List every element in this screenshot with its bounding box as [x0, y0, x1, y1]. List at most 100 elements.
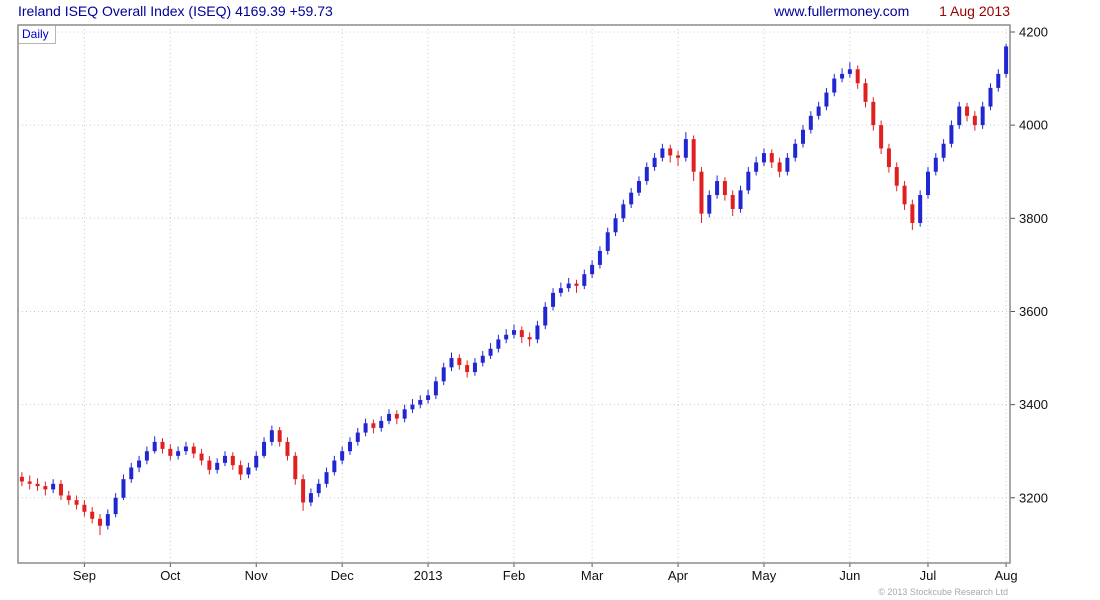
candle-body — [707, 195, 712, 214]
candle-body — [355, 432, 360, 442]
candle-body — [551, 292, 556, 307]
candle-body — [777, 162, 782, 172]
x-tick-label: Feb — [503, 568, 525, 583]
candle-body — [168, 448, 173, 456]
plot-frame — [17, 24, 1011, 564]
candle-body — [199, 453, 204, 461]
candle-body — [925, 171, 930, 196]
x-tick-label: May — [752, 568, 777, 583]
candle-body — [160, 441, 165, 449]
candle-body — [176, 451, 181, 456]
candle-body — [129, 467, 134, 480]
date-label: 1 Aug 2013 — [939, 3, 1010, 19]
candle-body — [597, 250, 602, 265]
candle-body — [472, 362, 477, 373]
candle-body — [105, 514, 110, 526]
candle-body — [644, 167, 649, 182]
x-tick-label: Mar — [581, 568, 604, 583]
candle-body — [144, 451, 149, 461]
candle-body — [90, 511, 95, 519]
candle-body — [254, 455, 259, 468]
chart-title: Ireland ISEQ Overall Index (ISEQ) 4169.3… — [18, 3, 333, 19]
candle-body — [293, 455, 298, 480]
candle-body — [629, 192, 634, 205]
candle-body — [668, 148, 673, 156]
x-tick-label: Jun — [839, 568, 860, 583]
candle-body — [379, 420, 384, 428]
candle-body — [746, 171, 751, 191]
candle-body — [35, 483, 40, 487]
x-tick-label: Dec — [331, 568, 355, 583]
candle-body — [19, 476, 24, 482]
x-tick-label: Apr — [668, 568, 689, 583]
candle-body — [480, 355, 485, 363]
candle-body — [754, 162, 759, 172]
candle-body — [918, 195, 923, 223]
candle-body — [676, 155, 681, 158]
candle-body — [691, 139, 696, 172]
candle-body — [285, 441, 290, 456]
website-link[interactable]: www.fullermoney.com — [774, 3, 910, 19]
candle-body — [863, 83, 868, 102]
candle-body — [347, 441, 352, 452]
candle-body — [988, 87, 993, 107]
candle-body — [543, 306, 548, 326]
candle-body — [941, 143, 946, 158]
candle-body — [363, 423, 368, 433]
candle-body — [277, 430, 282, 442]
header-right: www.fullermoney.com 1 Aug 2013 — [774, 3, 1010, 19]
candle-body — [1004, 46, 1009, 74]
candle-body — [535, 325, 540, 340]
copyright-notice: © 2013 Stockcube Research Ltd — [878, 587, 1008, 597]
candle-body — [121, 479, 126, 498]
candle-body — [808, 115, 813, 130]
candle-body — [371, 423, 376, 428]
candle-body — [722, 181, 727, 196]
candle-body — [98, 518, 103, 526]
candle-body — [504, 334, 509, 340]
candle-body — [801, 129, 806, 144]
candle-body — [699, 171, 704, 214]
candle-body — [894, 167, 899, 186]
candle-body — [246, 467, 251, 475]
candle-body — [590, 264, 595, 275]
candle-body — [301, 479, 306, 503]
candle-body — [66, 495, 71, 501]
candle-body — [465, 365, 470, 373]
candle-body — [387, 413, 392, 421]
candle-body — [965, 106, 970, 116]
candle-body — [652, 157, 657, 168]
candle-body — [683, 139, 688, 158]
candle-body — [949, 125, 954, 144]
candle-body — [418, 399, 423, 405]
candle-body — [137, 460, 142, 468]
candle-body — [793, 143, 798, 158]
candle-body — [449, 358, 454, 368]
candle-body — [238, 465, 243, 475]
candle-body — [230, 455, 235, 466]
frequency-badge: Daily — [19, 26, 56, 44]
candle-body — [433, 381, 438, 396]
candle-body — [441, 367, 446, 382]
candle-body — [426, 395, 431, 400]
candle-body — [566, 283, 571, 289]
candle-body — [488, 348, 493, 356]
candle-body — [972, 115, 977, 126]
y-tick-label: 4200 — [1019, 24, 1048, 39]
y-tick-label: 3400 — [1019, 397, 1048, 412]
candle-body — [27, 481, 32, 484]
candle-body — [660, 148, 665, 158]
candle-body — [730, 195, 735, 209]
candle-body — [574, 283, 579, 286]
x-tick-label: Aug — [995, 568, 1018, 583]
candle-body — [902, 185, 907, 205]
candle-body — [855, 69, 860, 84]
y-tick-label: 3600 — [1019, 304, 1048, 319]
candle-body — [879, 125, 884, 149]
candle-body — [316, 483, 321, 494]
candle-body — [886, 148, 891, 168]
candle-body — [308, 493, 313, 503]
candle-body — [394, 413, 399, 419]
